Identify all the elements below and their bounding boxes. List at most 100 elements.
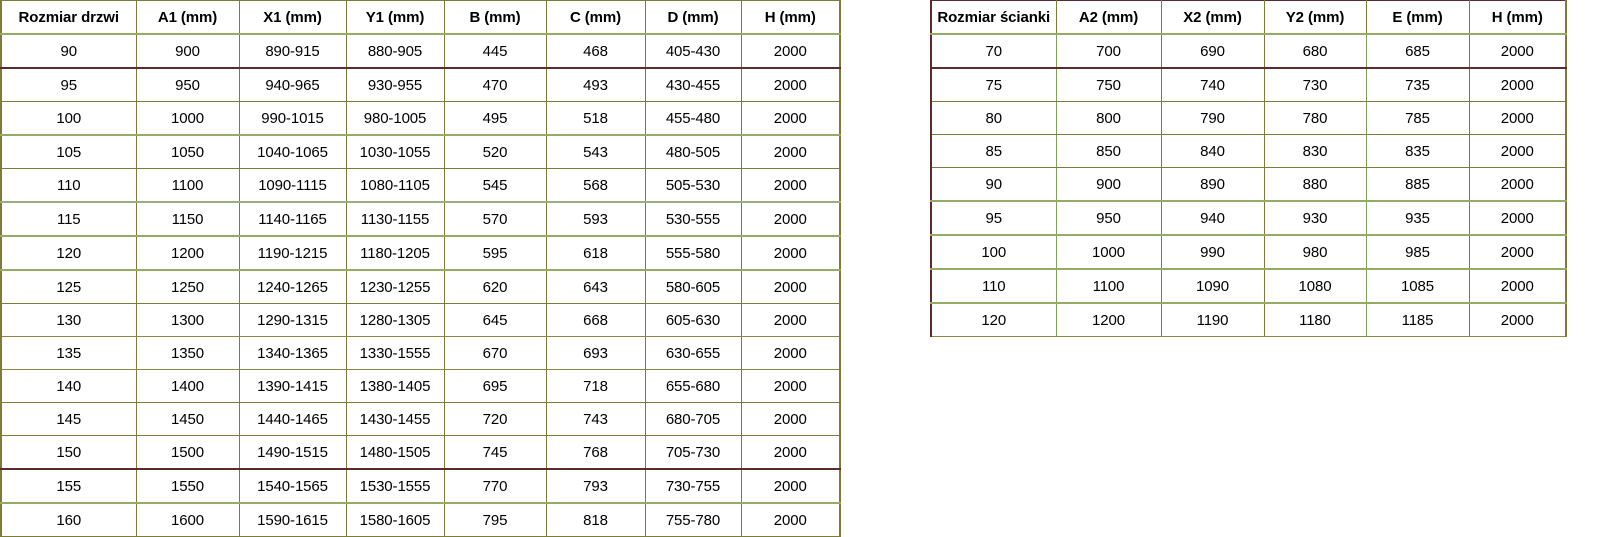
cell: 1500 <box>135 435 240 470</box>
cell: 1350 <box>135 336 240 370</box>
cell: 700 <box>1055 34 1162 69</box>
cell: 740 <box>1160 68 1265 102</box>
table-row: 110 1100 1090 1080 1085 2000 <box>930 269 1567 304</box>
walls-table-body: 70 700 690 680 685 2000 75 750 740 730 7… <box>930 34 1567 337</box>
cell: 2000 <box>740 68 841 102</box>
table-row: 80 800 790 780 785 2000 <box>930 101 1567 135</box>
cell: 1100 <box>1055 269 1162 304</box>
walls-col-header-e: E (mm) <box>1365 0 1470 35</box>
cell: 1185 <box>1365 303 1470 337</box>
cell: 85 <box>930 134 1057 168</box>
cell: 2000 <box>1468 167 1567 202</box>
cell: 693 <box>545 336 646 370</box>
cell: 95 <box>930 201 1057 236</box>
cell: 668 <box>545 303 646 337</box>
cell: 2000 <box>1468 134 1567 168</box>
doors-col-header-a1: A1 (mm) <box>135 0 240 35</box>
cell: 1480-1505 <box>345 435 445 470</box>
walls-header-row: Rozmiar ścianki A2 (mm) X2 (mm) Y2 (mm) … <box>930 0 1567 35</box>
cell: 115 <box>0 202 137 237</box>
cell: 2000 <box>740 469 841 504</box>
cell: 985 <box>1365 235 1470 270</box>
walls-col-header-y2: Y2 (mm) <box>1263 0 1367 35</box>
doors-col-header-b: B (mm) <box>443 0 547 35</box>
table-row: 120 1200 1190 1180 1185 2000 <box>930 303 1567 337</box>
table-row: 160 1600 1590-1615 1580-1605 795 818 755… <box>0 503 841 537</box>
cell: 1150 <box>135 202 240 237</box>
cell: 1190-1215 <box>238 236 347 271</box>
doors-col-header-h: H (mm) <box>740 0 841 35</box>
cell: 1090 <box>1160 269 1265 304</box>
cell: 935 <box>1365 201 1470 236</box>
cell: 130 <box>0 303 137 337</box>
cell: 695 <box>443 369 547 403</box>
cell: 2000 <box>740 202 841 237</box>
cell: 1190 <box>1160 303 1265 337</box>
cell: 135 <box>0 336 137 370</box>
cell: 2000 <box>1468 303 1567 337</box>
table-row: 125 1250 1240-1265 1230-1255 620 643 580… <box>0 270 841 304</box>
cell: 885 <box>1365 167 1470 202</box>
cell: 718 <box>545 369 646 403</box>
table-row: 90 900 890 880 885 2000 <box>930 167 1567 202</box>
table-row: 85 850 840 830 835 2000 <box>930 134 1567 168</box>
cell: 1085 <box>1365 269 1470 304</box>
cell: 2000 <box>1468 235 1567 270</box>
cell: 468 <box>545 34 646 69</box>
cell: 1130-1155 <box>345 202 445 237</box>
cell: 1340-1365 <box>238 336 347 370</box>
cell: 1180 <box>1263 303 1367 337</box>
table-row: 75 750 740 730 735 2000 <box>930 68 1567 102</box>
cell: 2000 <box>1468 269 1567 304</box>
cell: 120 <box>930 303 1057 337</box>
cell: 80 <box>930 101 1057 135</box>
cell: 735 <box>1365 68 1470 102</box>
cell: 690 <box>1160 34 1265 69</box>
cell: 160 <box>0 503 137 537</box>
cell: 493 <box>545 68 646 102</box>
cell: 1450 <box>135 402 240 436</box>
cell: 780 <box>1263 101 1367 135</box>
cell: 768 <box>545 435 646 470</box>
cell: 2000 <box>740 503 841 537</box>
cell: 680 <box>1263 34 1367 69</box>
cell: 70 <box>930 34 1057 69</box>
cell: 1250 <box>135 270 240 304</box>
cell: 930 <box>1263 201 1367 236</box>
walls-col-header-x2: X2 (mm) <box>1160 0 1265 35</box>
table-row: 145 1450 1440-1465 1430-1455 720 743 680… <box>0 402 841 436</box>
doors-col-header-rozmiar-drzwi: Rozmiar drzwi <box>0 0 137 35</box>
cell: 530-555 <box>644 202 742 237</box>
doors-col-header-x1: X1 (mm) <box>238 0 347 35</box>
cell: 1380-1405 <box>345 369 445 403</box>
cell: 2000 <box>740 336 841 370</box>
cell: 835 <box>1365 134 1470 168</box>
cell: 1100 <box>135 168 240 203</box>
cell: 680-705 <box>644 402 742 436</box>
cell: 950 <box>135 68 240 102</box>
cell: 790 <box>1160 101 1265 135</box>
cell: 685 <box>1365 34 1470 69</box>
cell: 430-455 <box>644 68 742 102</box>
walls-col-header-a2: A2 (mm) <box>1055 0 1162 35</box>
cell: 1090-1115 <box>238 168 347 203</box>
cell: 755-780 <box>644 503 742 537</box>
doors-header-row: Rozmiar drzwi A1 (mm) X1 (mm) Y1 (mm) B … <box>0 0 841 35</box>
cell: 545 <box>443 168 547 203</box>
cell: 520 <box>443 135 547 169</box>
cell: 155 <box>0 469 137 504</box>
cell: 505-530 <box>644 168 742 203</box>
cell: 405-430 <box>644 34 742 69</box>
cell: 730-755 <box>644 469 742 504</box>
cell: 900 <box>135 34 240 69</box>
cell: 795 <box>443 503 547 537</box>
cell: 2000 <box>740 236 841 271</box>
cell: 110 <box>930 269 1057 304</box>
doors-table-head: Rozmiar drzwi A1 (mm) X1 (mm) Y1 (mm) B … <box>0 0 841 35</box>
cell: 1590-1615 <box>238 503 347 537</box>
cell: 900 <box>1055 167 1162 202</box>
cell: 2000 <box>740 303 841 337</box>
cell: 570 <box>443 202 547 237</box>
cell: 495 <box>443 101 547 136</box>
walls-dimensions-table: Rozmiar ścianki A2 (mm) X2 (mm) Y2 (mm) … <box>930 0 1567 337</box>
